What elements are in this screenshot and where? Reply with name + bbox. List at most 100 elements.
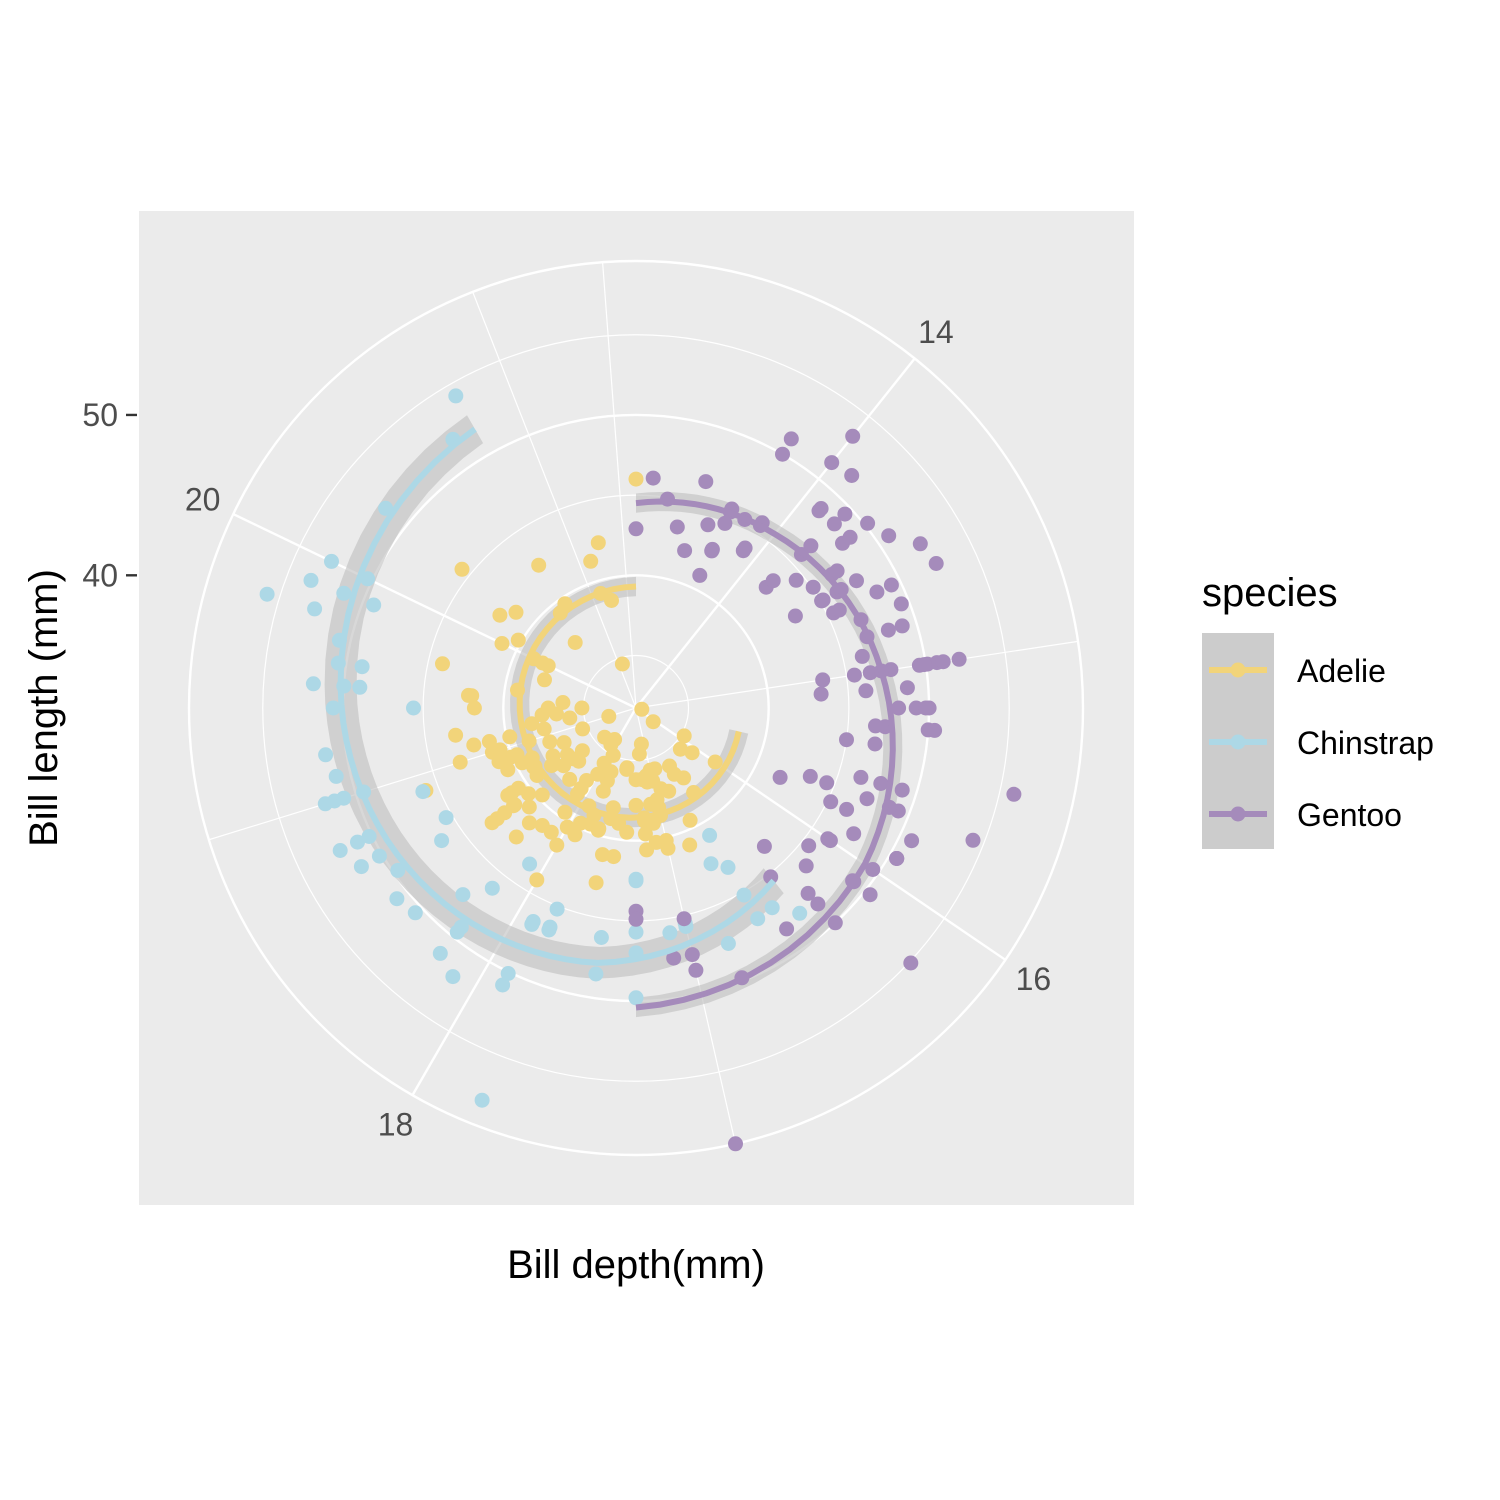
point-adelie [556, 735, 572, 751]
minor-grid-spoke [208, 707, 637, 841]
point-chinstrap [449, 924, 465, 940]
r-axis: 40 50 [82, 397, 137, 593]
theta-tick-label: 16 [1016, 961, 1052, 997]
point-gentoo [846, 826, 862, 842]
point-gentoo [862, 887, 878, 903]
point-gentoo [899, 680, 915, 696]
point-gentoo [756, 838, 772, 854]
point-adelie [645, 815, 661, 831]
outer-grid-circle [187, 259, 1085, 1157]
point-gentoo [880, 622, 896, 638]
point-chinstrap [474, 1092, 490, 1108]
minor-grid-spoke [472, 291, 637, 709]
point-gentoo [928, 556, 944, 571]
point-gentoo [801, 838, 817, 854]
point-gentoo [676, 911, 692, 927]
point-gentoo [903, 955, 919, 971]
point-gentoo [827, 915, 843, 931]
point-gentoo [692, 567, 708, 583]
point-chinstrap [588, 966, 604, 982]
smooth-line-chinstrap [337, 426, 776, 966]
point-gentoo [763, 869, 779, 885]
x-axis-title: Bill depth(mm) [507, 1243, 765, 1287]
point-adelie [494, 636, 510, 651]
point-adelie [524, 716, 540, 732]
point-gentoo [854, 648, 870, 664]
point-chinstrap [307, 601, 323, 617]
point-gentoo [815, 592, 831, 608]
point-chinstrap [438, 810, 454, 826]
point-chinstrap [325, 700, 341, 716]
point-adelie [549, 837, 565, 853]
point-adelie [506, 798, 521, 814]
legend-key-point-adelie [1230, 662, 1246, 678]
point-adelie [492, 742, 508, 758]
point-gentoo [800, 885, 816, 901]
major-grid-spoke [232, 512, 637, 710]
point-gentoo [823, 794, 839, 810]
point-adelie [493, 753, 508, 769]
point-adelie [509, 747, 525, 763]
point-adelie [661, 783, 677, 799]
point-adelie [542, 734, 558, 750]
point-chinstrap [495, 977, 511, 993]
point-adelie [567, 635, 583, 650]
point-chinstrap [764, 900, 780, 916]
point-adelie [484, 815, 500, 831]
point-chinstrap [318, 747, 334, 763]
point-gentoo [688, 962, 704, 978]
point-chinstrap [628, 873, 644, 889]
minor-grid-circle [262, 334, 1010, 1082]
point-gentoo [788, 572, 804, 588]
point-gentoo [839, 801, 855, 817]
ribbon-chinstrap [324, 415, 784, 979]
point-gentoo [811, 503, 827, 519]
point-adelie [508, 604, 524, 620]
smooth-lines [337, 426, 896, 1011]
point-adelie [508, 829, 524, 845]
point-adelie [603, 764, 619, 780]
point-adelie [510, 632, 526, 648]
point-chinstrap [434, 833, 450, 849]
point-adelie [562, 771, 578, 787]
point-adelie [529, 872, 545, 888]
point-chinstrap [371, 848, 387, 864]
point-gentoo [772, 769, 788, 785]
point-adelie [571, 753, 587, 769]
point-adelie [588, 875, 604, 891]
legend-key-point-chinstrap [1230, 734, 1246, 750]
point-chinstrap [361, 829, 377, 844]
point-chinstrap [407, 905, 423, 921]
point-adelie [452, 754, 468, 770]
legend-key-point-gentoo [1230, 806, 1246, 822]
point-chinstrap [484, 880, 500, 896]
point-adelie [619, 761, 635, 777]
point-adelie [637, 826, 653, 842]
point-chinstrap [366, 597, 382, 613]
point-gentoo [839, 732, 854, 748]
point-gentoo [881, 528, 897, 544]
point-chinstrap [354, 659, 370, 675]
point-chinstrap [662, 925, 678, 941]
point-adelie [575, 721, 591, 737]
legend-label-adelie: Adelie [1297, 653, 1386, 689]
point-adelie [535, 655, 550, 671]
point-gentoo [779, 921, 795, 937]
point-gentoo [849, 573, 864, 589]
point-adelie [567, 827, 583, 843]
point-gentoo [824, 455, 840, 471]
point-adelie [556, 758, 572, 774]
point-adelie [466, 737, 482, 753]
point-gentoo [700, 517, 716, 533]
point-gentoo [829, 563, 845, 579]
point-adelie [466, 700, 482, 716]
point-gentoo [1006, 786, 1022, 802]
point-gentoo [859, 791, 875, 807]
point-adelie [590, 535, 606, 551]
point-gentoo [858, 683, 874, 699]
point-gentoo [815, 672, 831, 688]
point-gentoo [845, 428, 861, 444]
point-gentoo [965, 832, 981, 848]
point-adelie [662, 758, 677, 774]
point-gentoo [883, 577, 899, 593]
